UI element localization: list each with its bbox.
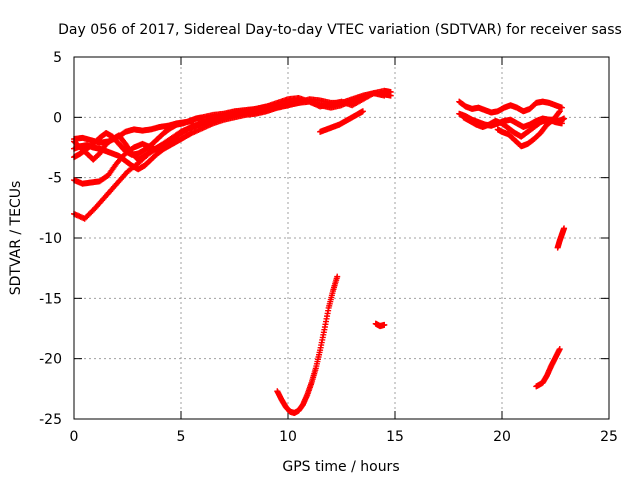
y-tick-label: 0 xyxy=(53,110,62,126)
x-tick-label: 5 xyxy=(177,429,186,445)
data-point xyxy=(190,117,197,124)
data-point xyxy=(387,92,394,99)
series-track-n xyxy=(533,346,563,390)
series-track-e xyxy=(71,102,281,161)
data-marks xyxy=(71,87,568,416)
grid-lines xyxy=(74,57,609,419)
data-point xyxy=(556,346,563,353)
data-point xyxy=(274,102,281,109)
x-tick-label: 15 xyxy=(386,429,404,445)
chart-title: Day 056 of 2017, Sidereal Day-to-day VTE… xyxy=(58,22,622,38)
x-axis-label: GPS time / hours xyxy=(282,459,399,475)
data-point xyxy=(558,104,565,111)
data-point xyxy=(561,115,568,122)
data-point xyxy=(359,108,366,115)
plot-frame xyxy=(73,56,610,420)
y-tick-label: 5 xyxy=(53,50,62,66)
y-tick-label: -5 xyxy=(48,171,62,187)
x-tick-label: 25 xyxy=(600,429,618,445)
y-tick-label: -10 xyxy=(39,231,62,247)
data-point xyxy=(334,273,341,280)
series-track-h xyxy=(274,273,341,416)
data-point xyxy=(556,108,563,115)
series-track-k xyxy=(456,98,565,116)
data-point xyxy=(381,321,388,328)
series-track-o xyxy=(554,225,568,251)
x-tick-label: 20 xyxy=(493,429,511,445)
data-point xyxy=(561,225,568,232)
x-tick-label: 0 xyxy=(70,429,79,445)
y-tick-label: -20 xyxy=(39,352,62,368)
data-point xyxy=(555,109,562,116)
series-track-i xyxy=(372,320,388,330)
series-track-m xyxy=(494,108,563,150)
x-tick-label: 10 xyxy=(279,429,297,445)
series-track-d xyxy=(71,90,394,173)
series-track-g xyxy=(317,108,366,135)
y-tick-label: -25 xyxy=(39,412,62,428)
y-axis-label: SDTVAR / TECUs xyxy=(8,181,24,296)
y-tick-label: -15 xyxy=(39,291,62,307)
series-track-f xyxy=(71,117,197,146)
